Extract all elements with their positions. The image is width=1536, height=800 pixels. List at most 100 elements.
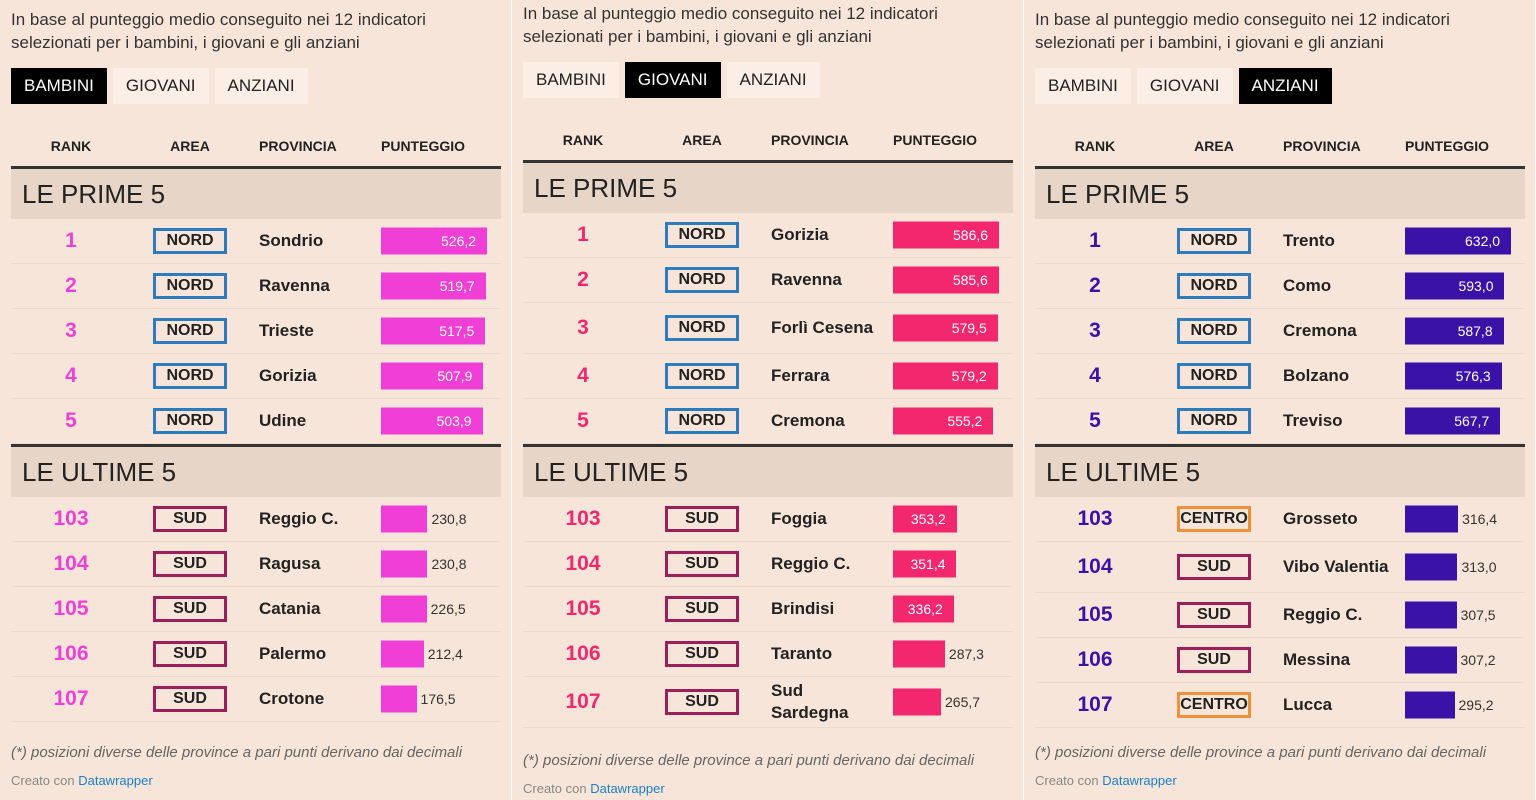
section-title: LE PRIME 5: [523, 163, 1013, 213]
score-bar: [893, 550, 957, 578]
area-cell: NORD: [131, 273, 249, 299]
tab[interactable]: GIOVANI: [1136, 68, 1233, 104]
credit-link[interactable]: Datawrapper: [78, 773, 153, 788]
area-cell: NORD: [643, 222, 761, 248]
tab[interactable]: ANZIANI: [1238, 68, 1332, 104]
score-label: 585,6: [952, 272, 988, 288]
area-badge: NORD: [665, 267, 739, 293]
score-bar: [381, 272, 486, 300]
column-header: PROVINCIA: [259, 138, 337, 154]
tab[interactable]: GIOVANI: [624, 62, 721, 98]
credit-link[interactable]: Datawrapper: [590, 781, 665, 796]
score-label: 307,5: [1460, 607, 1496, 623]
column-header: RANK: [562, 132, 604, 148]
table-row: 104 SUD Ragusa 230,8: [11, 542, 501, 587]
province-cell: Crotone: [249, 688, 369, 710]
score-bar: [893, 688, 941, 716]
column-header: RANK: [1074, 138, 1116, 154]
table-row: 106 SUD Messina 307,2: [1035, 638, 1525, 683]
score-cell: 593,0: [1393, 264, 1525, 308]
score-cell: 586,6: [881, 213, 1013, 257]
score-label: 555,2: [947, 413, 983, 429]
area-cell: NORD: [643, 267, 761, 293]
province-cell: Sud Sardegna: [761, 680, 881, 724]
rank-cell: 4: [523, 364, 643, 388]
province: Gorizia: [259, 366, 317, 385]
area-badge: NORD: [1177, 408, 1251, 434]
province-cell: Taranto: [761, 643, 881, 665]
province-cell: Reggio C.: [1273, 604, 1393, 626]
score-label: 593,0: [1458, 278, 1494, 294]
column-header: PUNTEGGIO: [381, 138, 466, 154]
area-badge: SUD: [665, 641, 739, 667]
area-cell: NORD: [131, 363, 249, 389]
score-label: 230,8: [431, 556, 467, 572]
rank-cell: 105: [1035, 603, 1155, 627]
province: Sondrio: [259, 231, 324, 250]
rank: 107: [1077, 693, 1113, 716]
area-cell: SUD: [131, 641, 249, 667]
area-badge: NORD: [153, 408, 227, 434]
score-label: 230,8: [431, 511, 467, 527]
rank-cell: 104: [523, 552, 643, 576]
table-panel: In base al punteggio medio conseguito ne…: [0, 0, 512, 800]
area-badge: NORD: [153, 318, 227, 344]
header-row: RANK AREA PROVINCIA PUNTEGGIO: [1035, 126, 1525, 169]
province-cell: Foggia: [761, 508, 881, 530]
tab[interactable]: BAMBINI: [1035, 68, 1131, 104]
column-header: AREA: [170, 138, 210, 154]
header-row: RANK AREA PROVINCIA PUNTEGGIO: [11, 126, 501, 169]
tab[interactable]: ANZIANI: [214, 68, 308, 104]
rank-cell: 106: [1035, 648, 1155, 672]
table-row: 104 SUD Vibo Valentia 313,0: [1035, 542, 1525, 593]
footnote: (*) posizioni diverse delle province a p…: [11, 744, 463, 761]
province-cell: Ravenna: [249, 275, 369, 297]
rank: 103: [565, 507, 601, 530]
tab[interactable]: BAMBINI: [523, 62, 619, 98]
score-cell: 555,2: [881, 399, 1013, 443]
province: Reggio C.: [259, 509, 339, 528]
score-cell: 503,9: [369, 399, 501, 443]
table-row: 104 SUD Reggio C. 351,4: [523, 542, 1013, 587]
area-cell: NORD: [1155, 363, 1273, 389]
score-bar: [1405, 362, 1502, 390]
rank-cell: 1: [1035, 229, 1155, 253]
score-label: 313,0: [1461, 559, 1497, 575]
rank: 104: [53, 552, 89, 575]
score-cell: 307,2: [1393, 638, 1525, 682]
area-badge: NORD: [1177, 318, 1251, 344]
score-label: 316,4: [1462, 511, 1498, 527]
tab[interactable]: GIOVANI: [112, 68, 209, 104]
province: Ferrara: [771, 366, 830, 385]
rank: 106: [1077, 648, 1113, 671]
score-cell: 587,8: [1393, 309, 1525, 353]
credit-prefix: Creato con: [11, 773, 75, 788]
score-bar: [381, 317, 486, 345]
province: Palermo: [259, 644, 327, 663]
credit-link[interactable]: Datawrapper: [1102, 773, 1177, 788]
area-badge: SUD: [153, 551, 227, 577]
section-title: LE PRIME 5: [1035, 169, 1525, 219]
rank-cell: 105: [11, 597, 131, 621]
tab[interactable]: ANZIANI: [726, 62, 820, 98]
rank: 2: [1089, 274, 1101, 297]
tab-bar: BAMBINI GIOVANI ANZIANI: [523, 62, 1013, 98]
score-label: 265,7: [945, 694, 981, 710]
province-cell: Messina: [1273, 649, 1393, 671]
table-row: 5 NORD Udine 503,9: [11, 399, 501, 444]
province: Ragusa: [259, 554, 321, 573]
rank: 1: [577, 223, 589, 246]
score-cell: 526,2: [369, 219, 501, 263]
score-bar: [381, 550, 428, 578]
province-cell: Lucca: [1273, 694, 1393, 716]
score-bar: [893, 595, 954, 623]
rank-cell: 4: [1035, 364, 1155, 388]
province: Treviso: [1283, 411, 1343, 430]
score-cell: 336,2: [881, 587, 1013, 631]
province-cell: Udine: [249, 410, 369, 432]
area-cell: NORD: [1155, 318, 1273, 344]
table-panel: In base al punteggio medio conseguito ne…: [1024, 0, 1536, 800]
score-cell: 226,5: [369, 587, 501, 631]
tab[interactable]: BAMBINI: [11, 68, 107, 104]
rank: 106: [53, 642, 89, 665]
